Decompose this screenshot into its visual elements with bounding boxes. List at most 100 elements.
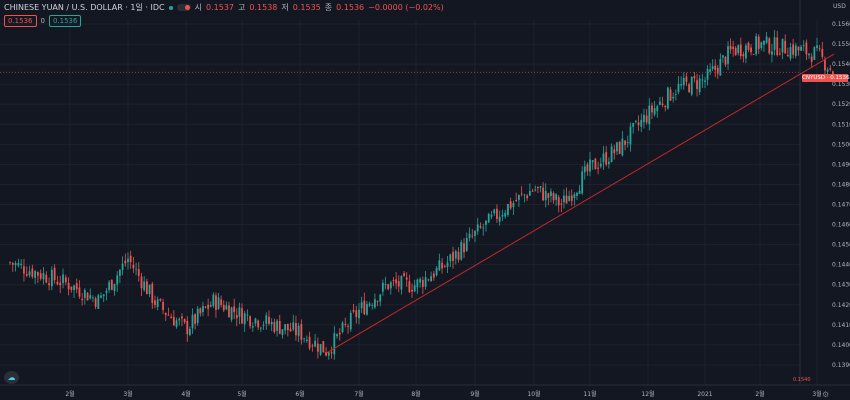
candle-body [752,54,755,55]
candle-body [228,305,230,318]
candle-body [59,282,62,286]
candle-body [701,79,704,81]
candle-body [563,195,565,203]
candle-body [471,235,474,237]
candle-body [319,344,322,355]
gear-icon[interactable]: ⚙ [822,390,830,399]
candle-body [360,302,363,309]
open-value: 0.1537 [206,3,234,12]
symbol-title[interactable]: CHINESE YUAN / U.S. DOLLAR · 1일 · IDC [4,3,165,12]
candle-body [355,310,358,317]
candle-body [460,242,463,260]
candle-body [597,167,599,169]
candle-body [220,299,223,306]
legend-toggle[interactable] [176,4,191,11]
candle-body [781,38,784,53]
candle-body [452,251,454,262]
candle-body [773,37,776,50]
candle-body [476,224,479,232]
candle-body [129,255,132,263]
x-tick-label: 12월 [641,390,654,398]
x-tick-label: 2월 [755,390,764,398]
candle-body [363,300,366,315]
candle-body [119,269,121,276]
candle-body [113,283,116,291]
candle-body [589,159,591,172]
candle-body [732,46,735,49]
x-tick-label: 7월 [354,390,363,398]
candle-body [698,78,701,93]
trend-line [326,53,835,354]
candle-body [92,297,94,299]
candle-body [745,45,747,59]
candle-body [64,277,67,283]
candle-body [83,290,86,298]
x-tick-label: 4월 [181,390,190,398]
high-value: 0.1538 [249,3,278,12]
candle-body [560,203,563,205]
y-tick-label: 0.1540 [832,61,850,68]
candle-body [273,321,276,332]
x-tick-label: 9월 [470,390,479,398]
candle-body [100,295,102,298]
candle-body [688,84,690,93]
candle-body [121,263,124,270]
open-label: 시 [194,3,202,12]
candle-body [602,153,605,163]
candle-body [67,282,70,290]
candle-body [31,268,34,277]
candle-body [349,312,352,330]
candle-body [159,298,162,301]
candle-body [265,315,268,324]
candle-body [276,320,278,331]
candle-body [632,123,635,127]
change-value: −0.0000 (−0.02%) [368,3,444,12]
x-tick-label: 3월 [812,390,821,398]
candle-body [557,197,560,206]
candle-body [181,316,183,319]
tv-logo-icon[interactable]: ☁ [4,371,19,384]
candle-body [515,200,518,201]
candle-body [739,44,742,57]
candle-body [607,161,610,165]
candle-body [737,45,740,54]
candle-body [821,49,824,57]
candle-body [411,289,413,292]
candle-body [376,301,379,302]
candle-body [413,285,416,292]
x-tick-label: 5월 [237,390,246,398]
candle-body [454,250,457,259]
candle-body [202,305,204,312]
candle-body [430,276,432,282]
bid-button[interactable]: 0.1536 [4,15,37,27]
candle-body [626,142,629,144]
candle-body [586,164,589,172]
candle-body [485,220,487,225]
candle-body [664,105,667,108]
candle-body [341,322,344,333]
candle-body [682,78,685,86]
candle-body [178,319,181,321]
candle-body [70,286,73,290]
candle-body [416,279,419,288]
candle-body [786,55,789,57]
ask-button[interactable]: 0.1536 [48,15,82,27]
candle-body [281,329,284,336]
candle-body [308,336,311,349]
candle-body [225,305,228,310]
candle-body [278,320,281,334]
candle-body [270,321,273,325]
candle-body [810,56,813,62]
candle-body [53,267,56,281]
candle-body [344,323,347,325]
candle-body [765,36,768,43]
candle-body [421,280,424,287]
candle-body [419,278,422,283]
candle-body [755,36,758,55]
candle-body [286,323,289,331]
currency-label[interactable]: USD [833,3,846,10]
